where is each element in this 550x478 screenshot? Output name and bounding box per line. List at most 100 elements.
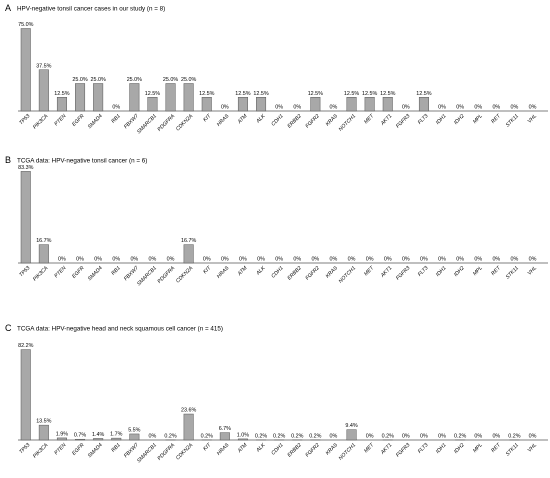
data-label: 0% [149,257,157,263]
tick-label-ret: RET [490,442,502,454]
tick-label-met: MET [363,113,376,126]
data-label: 0% [366,257,374,263]
bar-fbxw7 [129,433,140,441]
data-label: 0.2% [508,433,520,439]
bar-pten [56,97,67,112]
tick-label-erbb2: ERBB2 [287,265,303,281]
tick-label-idh2: IDH2 [453,113,466,126]
data-label: 12.5% [362,91,377,97]
tick-label-pdgfra: PDGFRA [157,265,177,285]
tick-label-akt1: AKT1 [379,442,393,456]
data-label: 25.0% [127,77,142,83]
tick-label-tp53: TP53 [18,442,31,455]
data-label: 0% [94,257,102,263]
data-label: 0% [221,105,229,111]
tick-label-pten: PTEN [53,265,67,279]
tick-label-mpl: MPL [472,265,484,277]
data-label: 12.5% [145,91,160,97]
data-label: 82.2% [18,343,33,349]
bar-pten [56,437,67,441]
data-label: 0% [112,257,120,263]
bar-cdkn2a [183,244,194,264]
bar-tp53 [20,28,31,112]
tick-label-idh2: IDH2 [453,442,466,455]
data-label: 12.5% [199,91,214,97]
data-label: 0% [221,257,229,263]
data-label: 12.5% [308,91,323,97]
tick-label-pdgfra: PDGFRA [157,113,177,133]
data-label: 0% [311,257,319,263]
data-label: 0% [511,257,519,263]
tick-label-kit: KIT [202,113,213,124]
tick-label-tp53: TP53 [18,113,31,126]
tick-label-smarcb1: SMARCB1 [136,442,158,464]
tick-label-pik3ca: PIK3CA [32,113,50,131]
data-label: 25.0% [181,77,196,83]
data-label: 0% [529,434,537,440]
data-label: 0% [275,105,283,111]
bar-met [364,97,375,112]
data-label: 0% [293,257,301,263]
data-label: 1.4% [92,432,104,438]
tick-label-kit: KIT [202,265,213,276]
tick-label-pik3ca: PIK3CA [32,442,50,460]
tick-label-smad4: SMAD4 [87,265,104,282]
data-label: 0% [420,257,428,263]
tick-label-cdh1: CDH1 [270,442,284,456]
data-label: 13.5% [36,419,51,425]
tick-label-pten: PTEN [53,113,67,127]
tick-label-atm: ATM [236,113,249,126]
bar-pdgfra [165,83,176,112]
data-label: 0% [492,434,500,440]
tick-label-alk: ALK [255,265,267,277]
data-label: 0.2% [201,433,213,439]
data-label: 0% [438,257,446,263]
bar-notch1 [346,97,357,112]
tick-label-fgfr3: FGFR3 [395,442,411,458]
tick-label-smarcb1: SMARCB1 [136,265,158,287]
chart-title: TCGA data: HPV-negative head and neck sq… [17,326,223,333]
tick-label-rb1: RB1 [110,113,121,124]
tick-label-egfr: EGFR [71,113,86,128]
bar-atm [237,438,248,441]
data-label: 12.5% [54,91,69,97]
data-label: 16.7% [36,238,51,244]
tick-label-cdkn2a: CDKN2A [175,113,195,133]
bar-smarcb1 [147,97,158,112]
data-label: 12.5% [380,91,395,97]
data-label: 25.0% [91,77,106,83]
panel-letter: A [5,3,11,13]
bar-tp53 [20,349,31,441]
tick-label-hras: HRAS [216,113,231,128]
tick-label-idh2: IDH2 [453,265,466,278]
bar-fbxw7 [129,83,140,112]
data-label: 0% [492,105,500,111]
data-label: 5.5% [128,427,140,433]
data-label: 0.2% [164,433,176,439]
tick-label-ret: RET [490,113,502,125]
tick-label-atm: ATM [236,442,249,455]
data-label: 0% [330,257,338,263]
chart-title: HPV-negative tonsil cancer cases in our … [17,6,165,13]
data-label: 0% [438,105,446,111]
bar-pik3ca [38,244,49,264]
tick-label-hras: HRAS [216,265,231,280]
tick-label-fgfr3: FGFR3 [395,113,411,129]
data-label: 0% [438,434,446,440]
tick-label-fgfr3: FGFR3 [395,265,411,281]
data-label: 0% [402,257,410,263]
data-label: 0% [257,257,265,263]
tick-label-alk: ALK [255,442,267,454]
bar-kit [201,97,212,112]
bar-smad4 [93,438,104,441]
data-label: 23.6% [181,408,196,414]
tick-label-alk: ALK [255,113,267,125]
data-label: 0.2% [454,433,466,439]
data-label: 0% [112,105,120,111]
data-label: 9.4% [345,423,357,429]
tick-label-cdkn2a: CDKN2A [175,442,195,462]
data-label: 0% [384,257,392,263]
bar-flt3 [418,97,429,112]
tick-label-pdgfra: PDGFRA [157,442,177,462]
data-label: 0% [456,105,464,111]
